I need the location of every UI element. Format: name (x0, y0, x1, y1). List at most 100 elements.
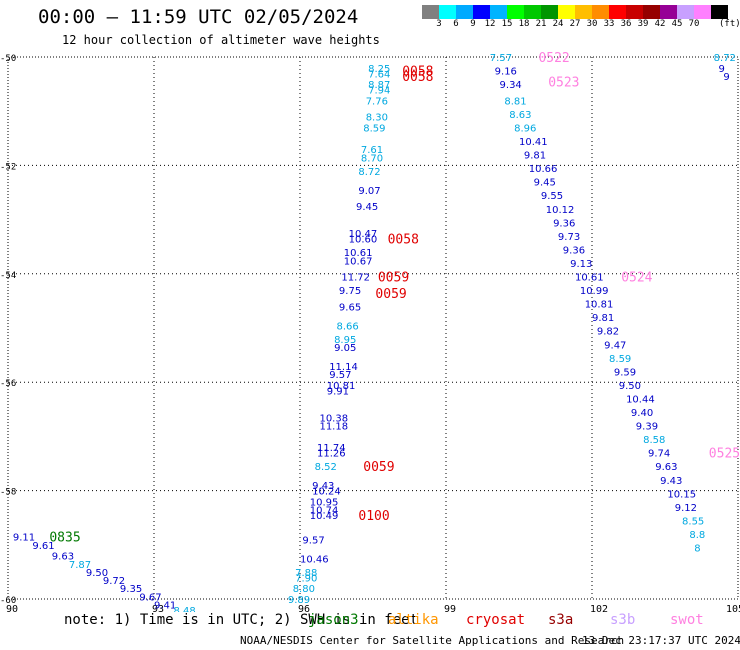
wave-height-label: 11.26 (317, 449, 346, 460)
wave-height-label: 8.48 (173, 606, 195, 612)
wave-height-label: 9.39 (636, 422, 658, 433)
wave-height-label: 9.67 (139, 592, 161, 603)
pass-time-label: 0059 (378, 271, 409, 286)
lon-tick-label: 90 (6, 604, 18, 612)
wave-height-label: 10.67 (344, 256, 373, 267)
colorbar-swatch (660, 5, 677, 19)
wave-height-label: 9.89 (288, 595, 310, 606)
wave-height-label: 11.74 (317, 443, 346, 454)
wave-height-label: 9.57 (302, 535, 324, 546)
wave-height-label: 9.45 (356, 202, 378, 213)
colorbar-swatch (422, 5, 439, 19)
wave-height-label: 9.43 (312, 481, 334, 492)
wave-height-label: 9.12 (675, 503, 697, 514)
wave-height-label: 8.81 (504, 96, 526, 107)
colorbar-swatch (575, 5, 592, 19)
colorbar-swatch (626, 5, 643, 19)
colorbar-swatch (439, 5, 456, 19)
wave-height-label: 9.73 (558, 232, 580, 243)
wave-height-label: 10.47 (349, 229, 378, 240)
satellite-legend-item: s3b (610, 612, 636, 628)
wave-height-label: 9.91 (327, 386, 349, 397)
lon-tick-label: 99 (444, 604, 456, 612)
colorbar-swatch (711, 5, 728, 19)
wave-height-label: 9.41 (154, 600, 176, 611)
wave-height-label: 9.65 (339, 302, 361, 313)
colorbar-label: 21 (535, 19, 547, 29)
pass-time-label: 0059 (375, 287, 406, 302)
satellite-legend-item: altika (388, 612, 439, 628)
pass-time-label: 0100 (358, 509, 389, 524)
colorbar-label: 30 (586, 19, 598, 29)
colorbar-label: 12 (484, 19, 496, 29)
wave-height-label: 9.45 (534, 178, 556, 189)
colorbar-label: 3 (436, 19, 442, 29)
wave-height-label: 10.44 (626, 394, 655, 405)
colorbar-swatch (456, 5, 473, 19)
pass-time-label: 0058 (402, 70, 433, 85)
wave-height-label: 8.59 (609, 354, 631, 365)
wave-height-label: 10.81 (327, 381, 356, 392)
wave-height-label: 8.66 (337, 321, 359, 332)
lon-tick-label: 102 (590, 604, 608, 612)
pass-time-label: 0058 (402, 65, 433, 80)
pass-time-label: 0523 (548, 75, 579, 90)
wave-height-label: 9.36 (553, 218, 575, 229)
colorbar-label: 6 (453, 19, 459, 29)
colorbar-label: 42 (654, 19, 666, 29)
wave-height-map: 90 93 96 99 102 105 -50 -52 -54 -56 -58 -60 8.257.64… (0, 51, 740, 612)
lat-tick-label: -56 (0, 379, 16, 389)
wave-height-label: 10.60 (349, 235, 378, 246)
lon-tick-label: 96 (298, 604, 310, 612)
lat-tick-label: -60 (0, 596, 16, 606)
wave-height-label: 9.36 (563, 245, 585, 256)
wave-height-label: 10.81 (585, 300, 614, 311)
wave-height-label: 11.14 (329, 362, 358, 373)
wave-height-label: 10.24 (312, 487, 341, 498)
wave-height-label: 10.49 (310, 511, 339, 522)
wave-height-label: 9.16 (495, 67, 517, 78)
wave-height-label: 7.64 (368, 69, 390, 80)
wave-height-label: 9.50 (86, 568, 108, 579)
wave-height-label: 9.13 (570, 259, 592, 270)
colorbar-swatch (541, 5, 558, 19)
wave-height-label: 8.70 (361, 153, 383, 164)
wave-height-label: 11.72 (341, 273, 370, 284)
wave-height-label: 10.61 (344, 248, 373, 259)
wave-height-label: 9.59 (614, 367, 636, 378)
wave-height-label: 9.35 (120, 584, 142, 595)
wave-height-label: 8.96 (514, 123, 536, 134)
colorbar-swatches (422, 5, 728, 19)
pass-time-label: 0058 (388, 233, 419, 248)
wave-height-label: 9.81 (592, 313, 614, 324)
colorbar-label: 33 (603, 19, 615, 29)
colorbar-swatch (609, 5, 626, 19)
wave-height-label: 9.72 (103, 576, 125, 587)
wave-height-label: 9.47 (604, 340, 626, 351)
wave-height-label: 11.18 (319, 422, 348, 433)
pass-time-label: 0524 (621, 271, 652, 286)
colorbar-label: 45 (671, 19, 683, 29)
wave-height-label: 10.95 (310, 497, 339, 508)
wave-height-label: 9.61 (32, 541, 54, 552)
wave-height-label: 9.40 (631, 408, 653, 419)
pass-time-label: 0059 (363, 460, 394, 475)
colorbar-swatch (592, 5, 609, 19)
colorbar-label: 27 (569, 19, 581, 29)
lat-tick-label: -58 (0, 488, 16, 498)
wave-height-label: 8.95 (334, 335, 356, 346)
wave-height-label: 8.8 (689, 530, 705, 541)
lat-tick-label: -50 (0, 54, 16, 64)
pass-time-label: 0522 (538, 51, 569, 66)
wave-height-label: 9.63 (655, 462, 677, 473)
wave-height-label: 9.57 (329, 370, 351, 381)
satellite-legend-item: jason3 (308, 612, 359, 628)
colorbar-label: 39 (637, 19, 649, 29)
wave-height-label: 10.61 (575, 273, 604, 284)
wave-height-label: 7.76 (366, 96, 388, 107)
colorbar-label: 36 (620, 19, 632, 29)
colorbar-label: 15 (501, 19, 513, 29)
wave-height-label: 9.55 (541, 191, 563, 202)
wave-height-label: 10.15 (667, 489, 696, 500)
lat-tick-label: -54 (0, 271, 16, 281)
